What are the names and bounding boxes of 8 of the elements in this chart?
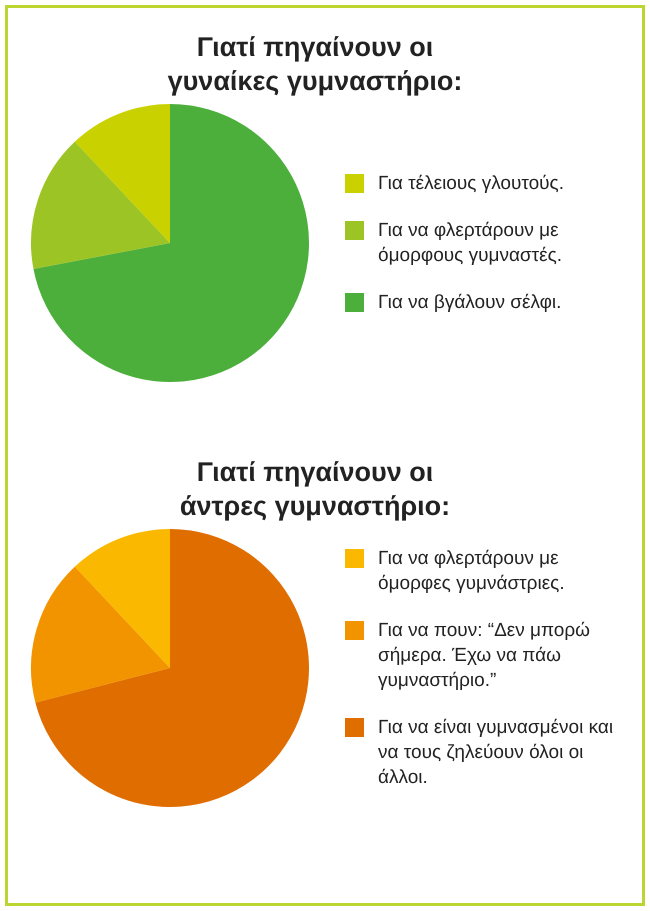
- legend-label: Για να πουν: “Δεν μπορώ σήμερα. Έχω να πάω γυμναστήριο.”: [378, 619, 592, 693]
- legend-label: Για να βγάλουν σέλφι.: [378, 291, 562, 315]
- chart-title: Γιατί πηγαίνουν οι γυναίκες γυμναστήριο:: [166, 31, 464, 98]
- legend-label: Για τέλειους γλουτούς.: [378, 172, 564, 196]
- chart-title: Γιατί πηγαίνουν οι άντρες γυμναστήριο:: [178, 456, 452, 523]
- legend-label: Για να φλερτάρουν με όμορφους γυμναστές.: [378, 219, 564, 268]
- legend-label: Για να φλερτάρουν με όμορφες γυμνάστριες.: [378, 547, 566, 596]
- legend-label: Για να είναι γυμνασμένοι και να τους ζηλεύουν όλοι οι άλλοι.: [378, 716, 614, 790]
